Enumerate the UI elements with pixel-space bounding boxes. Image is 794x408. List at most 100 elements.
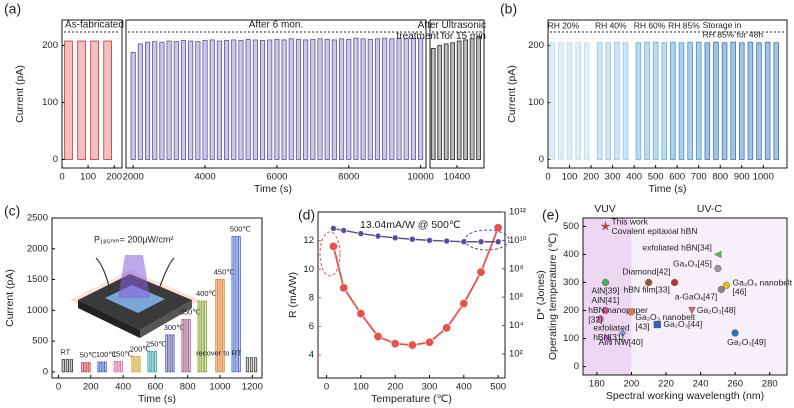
pulse <box>566 42 573 160</box>
pulse <box>154 351 157 373</box>
device-side <box>78 300 140 338</box>
pulse <box>652 41 659 160</box>
y-axis-label: Current (pA) <box>506 65 518 123</box>
pulse <box>713 41 719 160</box>
x-tick-label: 200 <box>83 382 99 393</box>
y-axis-label: Current (pA) <box>4 269 16 327</box>
pulse <box>137 356 141 373</box>
x-tick-label: 1000 <box>753 172 774 183</box>
pulse <box>463 39 468 160</box>
pulse <box>65 359 69 373</box>
x-tick-label: 280 <box>762 379 778 390</box>
pulse <box>184 319 188 373</box>
x-tick-label: 700 <box>691 172 707 183</box>
region-label: UV-C <box>697 203 723 215</box>
pulse <box>773 42 780 160</box>
pulse <box>549 42 556 160</box>
pulse <box>721 42 728 160</box>
pulse <box>558 41 564 160</box>
data-point <box>596 315 604 323</box>
series-label: As-fabricated <box>65 20 124 31</box>
x-tick-label: 200 <box>623 379 639 390</box>
pulse <box>661 42 668 160</box>
pulse <box>389 38 395 160</box>
x-tick-label: 300 <box>605 172 621 183</box>
pulse <box>583 42 590 160</box>
data-point <box>731 329 739 337</box>
pulse <box>324 38 330 160</box>
pulse <box>188 40 194 160</box>
point-label: AlN[39] <box>592 286 620 296</box>
pulse <box>61 359 65 373</box>
y-tick-label: 10⁸ <box>509 263 524 274</box>
series-label: RH 85% <box>668 20 700 30</box>
pulse <box>197 300 201 373</box>
pulse <box>180 40 187 160</box>
data-point <box>357 230 365 237</box>
data-point <box>391 234 399 242</box>
pulse <box>200 300 204 373</box>
data-point <box>340 227 348 234</box>
pulse <box>100 361 104 373</box>
data-point <box>356 309 366 319</box>
y-tick-label: 10⁶ <box>509 292 524 303</box>
plot-frame <box>317 211 506 379</box>
point-label: Ga₂O₃[48] <box>697 305 736 315</box>
series-label: 150℃ <box>112 349 134 358</box>
x-tick-label: 100 <box>80 172 96 183</box>
data-point <box>645 278 653 287</box>
data-point <box>477 238 485 246</box>
panel-label: (d) <box>298 207 315 223</box>
pulse <box>456 40 462 160</box>
pulse <box>253 357 258 373</box>
x-tick-label: 1000 <box>209 382 230 393</box>
pulse <box>152 41 158 160</box>
x-tick-label: 180 <box>589 379 605 390</box>
pulse <box>103 40 112 160</box>
plot-frame <box>51 217 263 379</box>
plot-frame <box>125 19 427 169</box>
pulse <box>374 38 381 160</box>
x-tick-label: 800 <box>712 172 728 183</box>
y-tick-label: 200 <box>563 305 579 316</box>
pulse <box>238 236 241 373</box>
pulse <box>147 351 151 373</box>
y-axis-label: Operating temperature (℃) <box>547 233 559 360</box>
y-tick-label: 200 <box>528 40 544 51</box>
pulse <box>231 39 237 160</box>
x-tick-label: 300 <box>422 382 438 393</box>
x-axis-label: Spectral working wavelength (nm) <box>606 390 764 402</box>
data-point <box>714 264 722 273</box>
pulse <box>382 37 388 160</box>
pulse <box>678 42 685 160</box>
plot-frame <box>61 19 123 169</box>
pulse <box>131 356 135 373</box>
data-point <box>476 267 486 277</box>
pulse <box>181 319 185 373</box>
series-label: RH 40% <box>595 20 627 30</box>
y-axis-label: Current (pA) <box>14 65 26 123</box>
panel-label: (a) <box>4 1 21 17</box>
pulse <box>274 38 280 160</box>
pulse <box>238 40 244 160</box>
pulse <box>418 37 424 160</box>
y-tick-label: 1500 <box>27 274 48 285</box>
data-point <box>373 331 383 341</box>
pulse <box>443 43 449 160</box>
data-point <box>425 337 435 347</box>
x-tick-label: 200 <box>387 382 403 393</box>
series-label: Storage in RH 85% for 48h <box>703 20 764 39</box>
annotation: P₁₈₅ₙₘ= 200μW/cm² <box>94 234 174 244</box>
pulse <box>221 279 225 373</box>
annotation: 13.04mA/W @ 500℃ <box>360 219 461 231</box>
y-tick-label: 10⁴ <box>509 320 524 331</box>
x-axis-label: Time (s) <box>138 393 176 405</box>
pulse <box>730 41 736 160</box>
data-point <box>627 308 636 316</box>
point-label: AlN NW[40] <box>599 337 643 347</box>
pulse <box>367 38 373 160</box>
pulse <box>195 41 201 160</box>
pulse <box>187 319 191 373</box>
pulse <box>670 41 676 160</box>
data-point <box>601 278 610 287</box>
